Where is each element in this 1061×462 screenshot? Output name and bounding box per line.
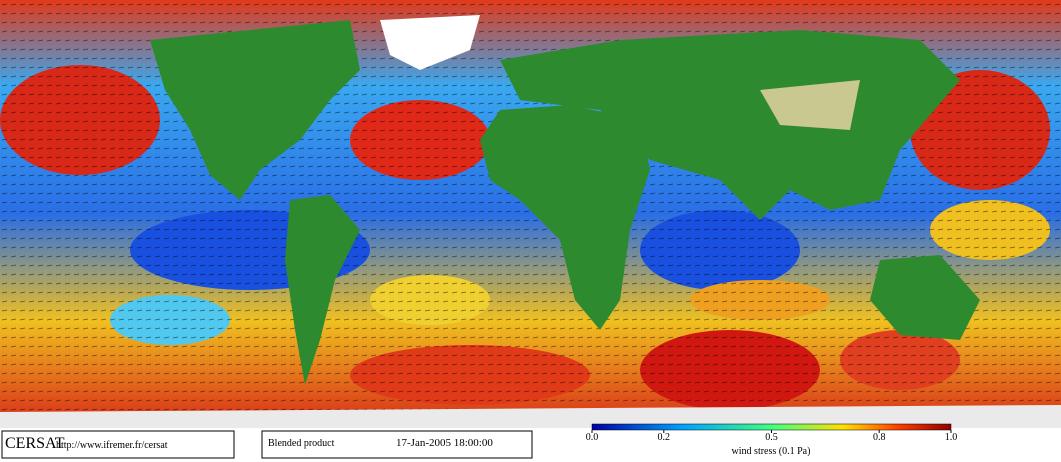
date: 17-Jan-2005 18:00:00 (396, 437, 493, 449)
land (0, 15, 1061, 428)
colorbar-label: wind stress (0.1 Pa) (732, 446, 811, 457)
colorbar-tick-label: 0.8 (873, 432, 886, 443)
colorbar-tick-label: 0.2 (658, 432, 671, 443)
colorbar (591, 423, 952, 431)
logo-box (1, 430, 235, 459)
colorbar-tick-label: 0.0 (586, 432, 599, 443)
colorbar-tick-label: 1.0 (945, 432, 958, 443)
info-box (261, 430, 533, 459)
product: Blended product (268, 438, 335, 449)
url: http://www.ifremer.fr/cersat (56, 440, 168, 451)
colorbar-tick-label: 0.5 (765, 432, 778, 443)
logo: CERSAT (5, 435, 65, 452)
